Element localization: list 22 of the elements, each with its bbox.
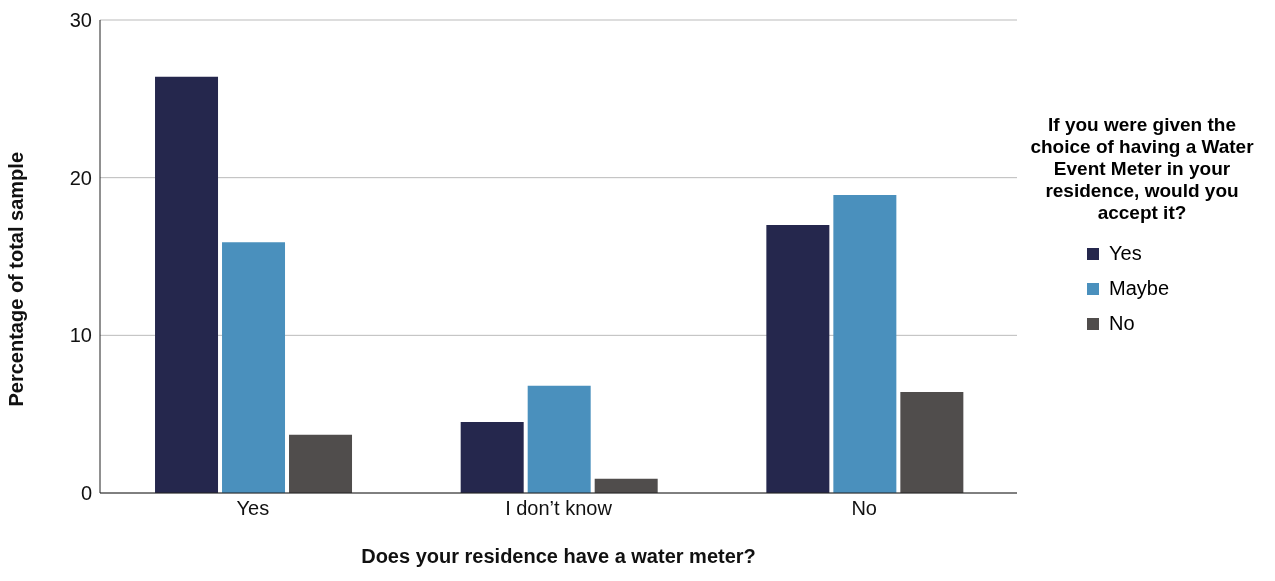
bar xyxy=(527,385,591,493)
y-axis-title: Percentage of total sample xyxy=(5,151,28,407)
x-tick-label: I don’t know xyxy=(505,497,613,520)
legend-title: If you were given the choice of having a Water Event Meter in your residence, would you accept it? xyxy=(1029,114,1255,224)
bar xyxy=(833,195,897,493)
y-tick-label: 30 xyxy=(69,9,92,32)
y-tick-label: 20 xyxy=(69,166,92,189)
y-tick-label: 0 xyxy=(80,482,92,505)
bar xyxy=(766,224,830,493)
x-tick-label: Yes xyxy=(236,497,270,520)
legend-label: No xyxy=(1109,312,1135,335)
x-tick-label: No xyxy=(851,497,877,520)
legend-label: Maybe xyxy=(1109,277,1170,300)
bar xyxy=(222,242,286,493)
bar xyxy=(594,478,658,493)
y-tick-label: 10 xyxy=(69,324,92,347)
bar xyxy=(289,434,353,493)
x-axis-title: Does your residence have a water meter? xyxy=(361,545,756,567)
bar xyxy=(155,76,219,493)
bar xyxy=(900,392,964,493)
bar xyxy=(460,422,524,493)
legend-label: Yes xyxy=(1109,242,1142,265)
